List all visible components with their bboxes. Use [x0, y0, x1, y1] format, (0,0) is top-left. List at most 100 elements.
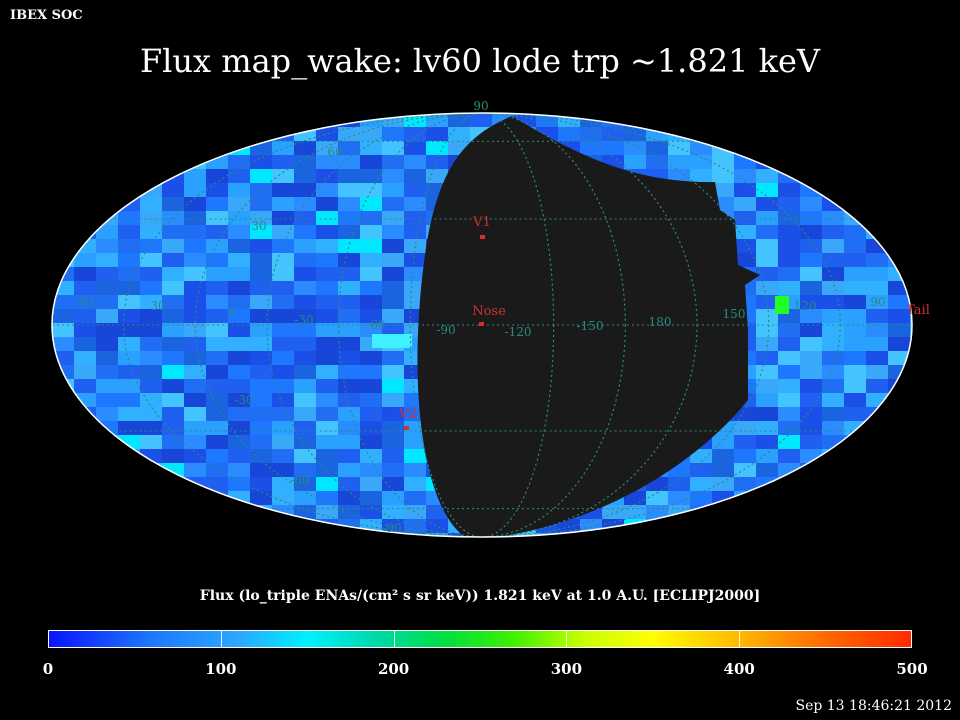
flux-pixel	[404, 267, 427, 282]
flux-pixel	[778, 351, 801, 366]
flux-pixel	[228, 211, 251, 226]
flux-pixel	[602, 113, 625, 128]
flux-pixel	[800, 197, 823, 212]
flux-pixel	[162, 365, 185, 380]
flux-pixel	[96, 491, 119, 506]
flux-pixel	[690, 533, 713, 537]
flux-pixel	[822, 519, 845, 534]
flux-pixel	[360, 141, 383, 156]
graticule-meridian	[123, 113, 841, 537]
flux-pixel	[844, 253, 867, 268]
flux-pixel	[316, 169, 339, 184]
flux-pixel	[778, 477, 801, 492]
flux-pixel	[52, 267, 75, 282]
flux-pixel	[822, 295, 845, 310]
flux-pixel	[162, 435, 185, 450]
flux-pixel	[734, 169, 757, 184]
flux-pixel	[228, 239, 251, 254]
flux-pixel	[624, 141, 647, 156]
flux-pixel	[206, 169, 229, 184]
flux-pixel	[778, 281, 801, 296]
flux-pixel	[778, 323, 801, 338]
flux-pixel	[140, 477, 163, 492]
flux-pixel	[778, 421, 801, 436]
flux-pixel	[140, 225, 163, 240]
flux-pixel	[646, 141, 669, 156]
flux-pixel	[140, 267, 163, 282]
colorbar-tick	[739, 630, 741, 648]
flux-pixel	[316, 155, 339, 170]
flux-pixel	[74, 379, 97, 394]
flux-pixel	[272, 281, 295, 296]
flux-pixel	[800, 365, 823, 380]
flux-pixel	[822, 533, 845, 537]
flux-pixel	[404, 421, 427, 436]
flux-pixel	[822, 267, 845, 282]
flux-pixel	[910, 477, 912, 492]
flux-pixel	[910, 337, 912, 352]
flux-pixel	[294, 351, 317, 366]
flux-pixel	[228, 533, 251, 537]
flux-pixel	[140, 169, 163, 184]
flux-pixel	[910, 351, 912, 366]
flux-pixel	[360, 379, 383, 394]
flux-pixel	[668, 169, 691, 184]
flux-pixel	[822, 183, 845, 198]
flux-pixel	[140, 421, 163, 436]
flux-pixel	[910, 365, 912, 380]
flux-pixel	[360, 183, 383, 198]
flux-pixel	[316, 267, 339, 282]
flux-pixel	[140, 491, 163, 506]
flux-pixel	[712, 463, 735, 478]
latitude-label: -90	[382, 521, 401, 535]
flux-pixel	[910, 225, 912, 240]
colorbar-label: 300	[550, 660, 583, 678]
page-title: Flux map_wake: lv60 lode trp ~1.821 keV	[139, 42, 821, 80]
flux-pixel	[822, 491, 845, 506]
flux-pixel	[844, 407, 867, 422]
flux-pixel	[272, 225, 295, 240]
flux-pixel	[74, 197, 97, 212]
flux-pixel	[778, 267, 801, 282]
flux-pixel	[206, 477, 229, 492]
flux-pixel	[140, 519, 163, 534]
flux-pixel	[316, 253, 339, 268]
flux-pixel	[96, 505, 119, 520]
flux-pixel	[272, 211, 295, 226]
flux-pixel	[338, 407, 361, 422]
flux-pixel	[316, 225, 339, 240]
flux-pixel	[426, 127, 449, 142]
flux-pixel	[470, 113, 493, 128]
flux-pixel	[118, 239, 141, 254]
flux-pixel	[184, 169, 207, 184]
flux-pixel	[800, 211, 823, 226]
flux-pixel	[140, 113, 163, 128]
flux-pixel	[140, 407, 163, 422]
flux-pixel	[228, 253, 251, 268]
flux-pixel	[206, 127, 229, 142]
flux-pixel	[338, 281, 361, 296]
flux-pixel	[294, 449, 317, 464]
flux-pixel	[338, 309, 361, 324]
flux-pixel	[294, 505, 317, 520]
flux-pixel	[184, 365, 207, 380]
flux-pixel	[338, 337, 361, 352]
flux-pixel	[844, 393, 867, 408]
longitude-label: -60	[366, 318, 385, 332]
flux-pixel	[74, 519, 97, 534]
flux-pixel	[800, 141, 823, 156]
flux-pixel	[382, 505, 405, 520]
flux-pixel	[52, 421, 75, 436]
flux-pixel	[206, 379, 229, 394]
flux-pixel	[118, 351, 141, 366]
flux-pixel	[206, 323, 229, 338]
flux-pixel	[140, 211, 163, 226]
flux-pixel	[404, 477, 427, 492]
flux-pixel	[206, 225, 229, 240]
flux-pixel	[52, 225, 75, 240]
flux-pixel	[360, 281, 383, 296]
flux-pixel	[690, 155, 713, 170]
flux-pixel	[228, 477, 251, 492]
flux-pixel	[690, 463, 713, 478]
flux-pixel	[272, 169, 295, 184]
